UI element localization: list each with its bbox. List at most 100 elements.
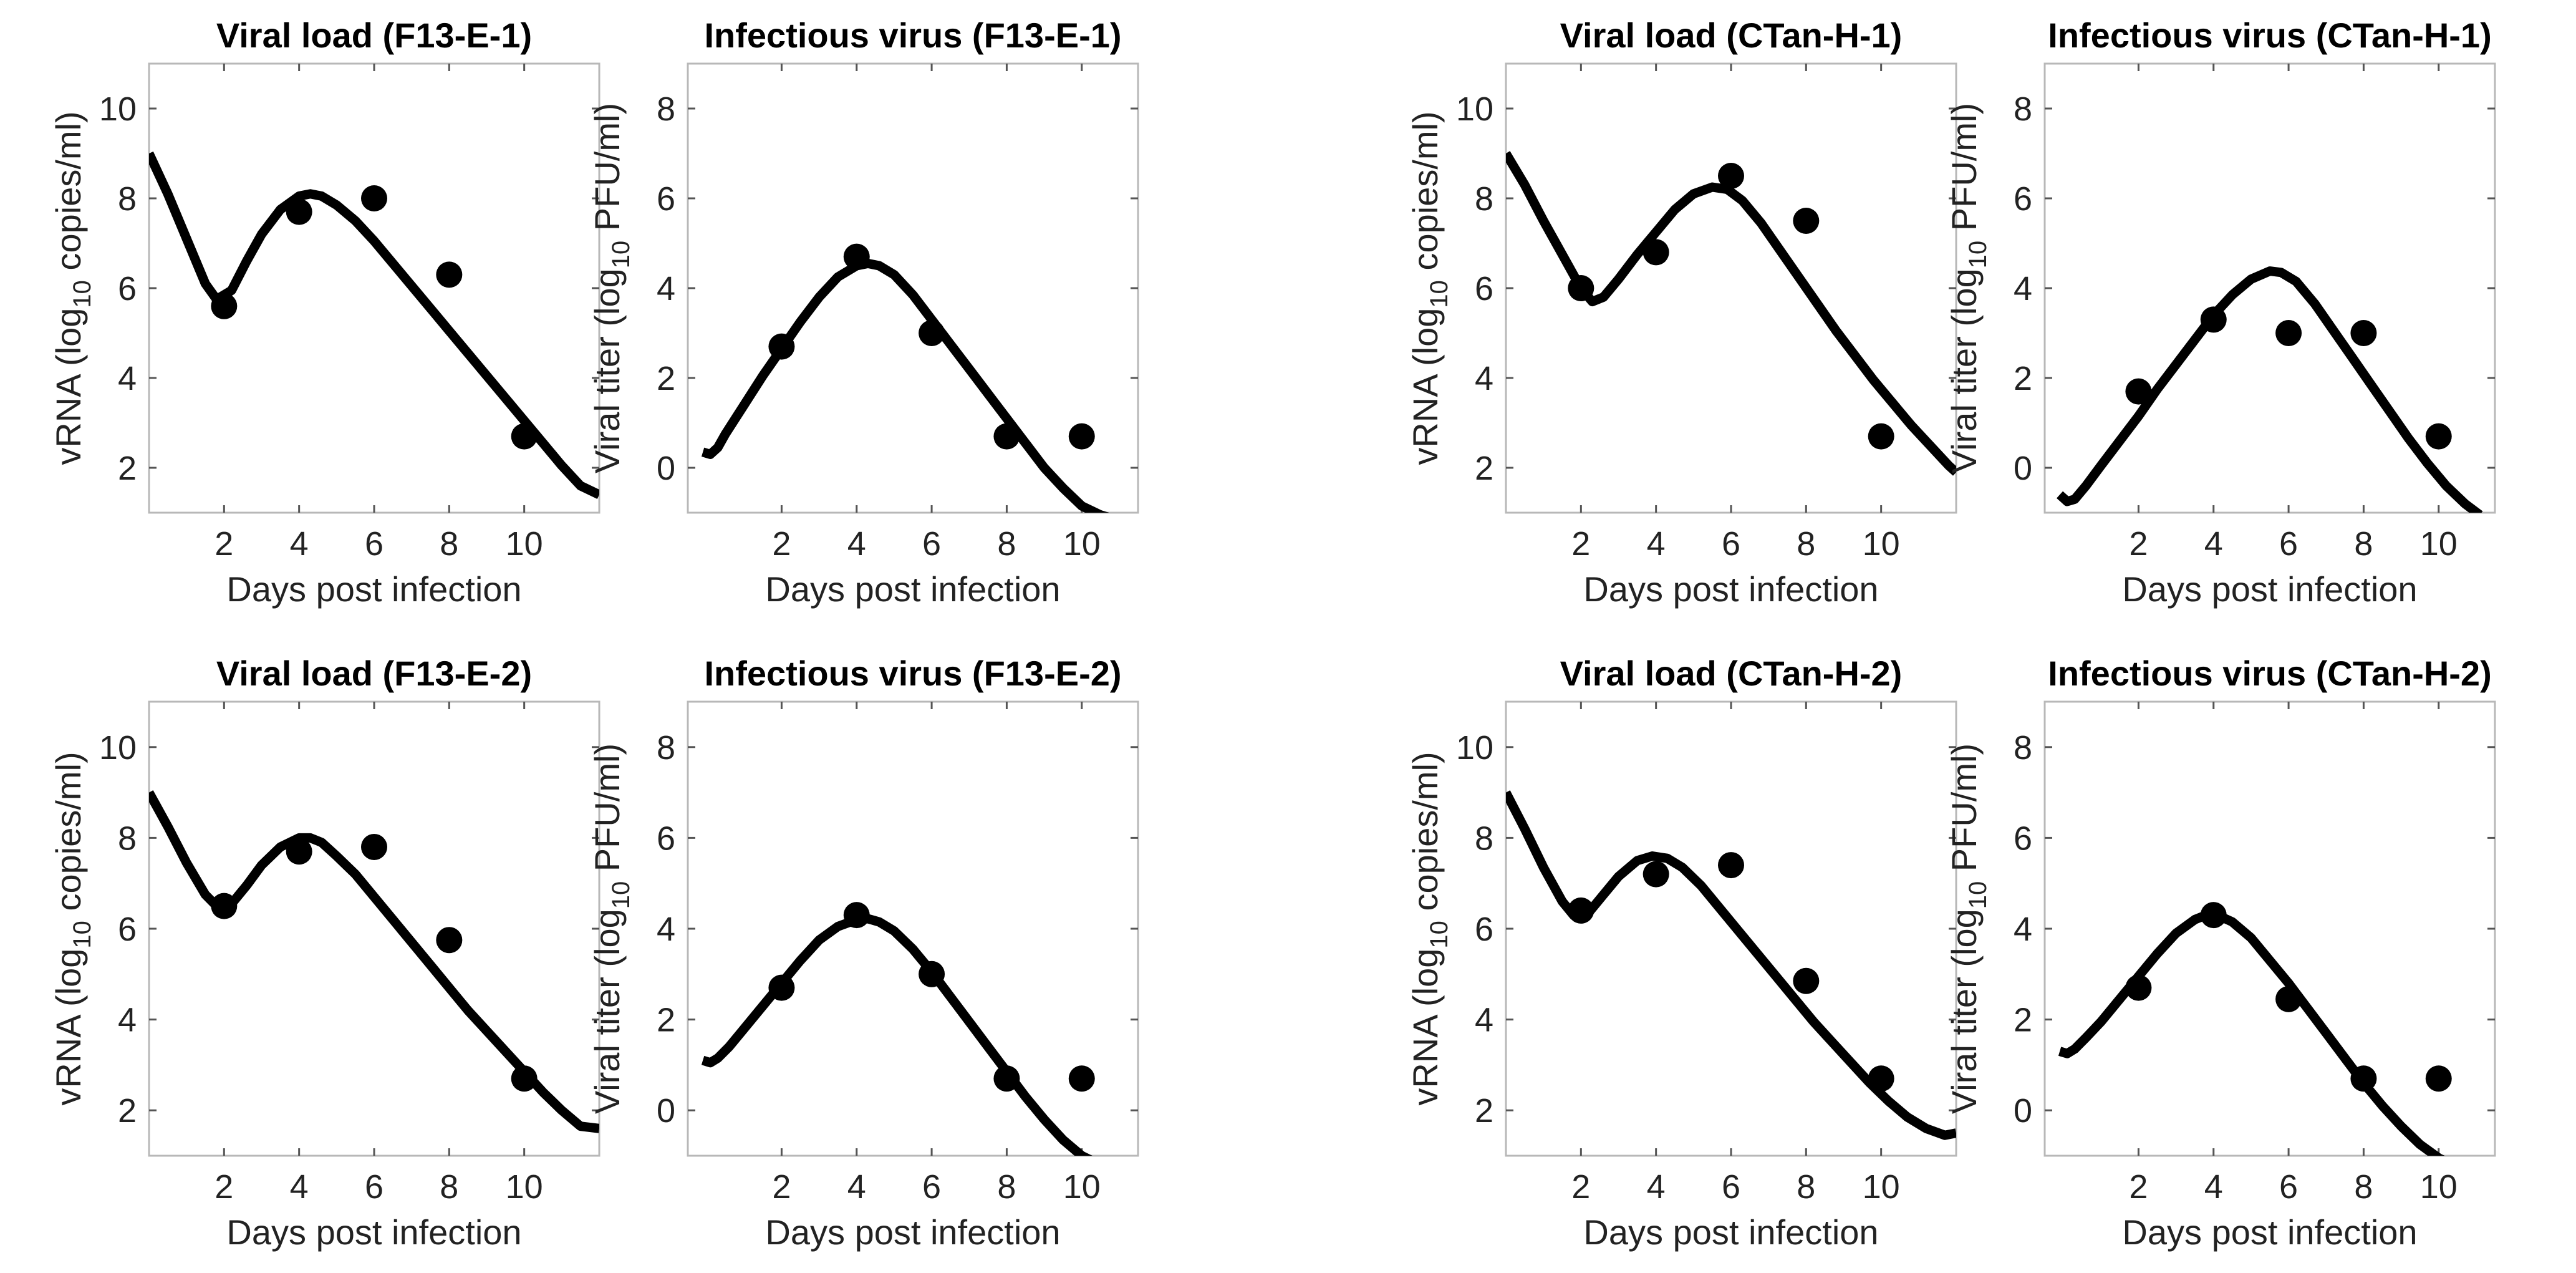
y-tick-label: 2 [118,1092,137,1130]
y-tick-label: 8 [1475,180,1493,218]
chart-title: Viral load (F13-E-1) [216,16,532,55]
y-tick-label: 8 [657,729,675,767]
x-tick-label: 2 [1571,1168,1590,1206]
y-tick-label: 6 [118,270,137,307]
x-tick-label: 4 [2204,525,2223,563]
x-tick-label: 2 [215,1168,233,1206]
x-tick-label: 4 [290,525,309,563]
axes-frame [2043,700,2496,1157]
x-tick-label: 2 [2129,525,2148,563]
panel-3: 2 4 6 8 10 2 4 6 8 10 Viral load (CTan-H-1) Days po… [1406,16,1957,609]
y-tick-label: 2 [2014,360,2032,397]
y-tick-label: 4 [1475,360,1493,397]
y-axis-label: vRNA (log10 copies/ml) [1406,111,1453,465]
x-tick-label: 8 [997,1168,1016,1206]
x-tick-label: 2 [772,525,791,563]
x-tick-label: 4 [290,1168,309,1206]
x-tick-label: 8 [2354,525,2373,563]
data-point [1718,163,1744,189]
data-point [843,243,870,270]
x-tick-label: 6 [1722,525,1740,563]
panel-1: 2 4 6 8 10 2 4 6 8 10 Viral load (F13-E-1) Days pos… [49,16,601,609]
x-tick-label: 6 [2279,525,2298,563]
y-tick-label: 0 [657,1092,675,1130]
data-point [1068,423,1095,450]
y-tick-label: 6 [118,911,137,948]
y-tick-label: 2 [657,360,675,397]
data-point [1793,967,1820,994]
model-fit-line [701,914,1093,1156]
data-point [1643,239,1669,266]
x-axis-label: Days post infection [1583,569,1878,609]
data-point [919,320,945,346]
panel-2: 2 4 6 8 10 0 2 4 6 8 Infectious virus (F13-E-1) Day… [587,16,1139,609]
y-tick-label: 6 [657,820,675,857]
x-tick-label: 6 [2279,1168,2298,1206]
y-tick-label: 0 [657,450,675,487]
x-tick-label: 10 [506,525,543,563]
y-tick-label: 10 [99,729,137,767]
y-tick-label: 2 [1475,1092,1493,1130]
y-tick-label: 4 [657,911,675,948]
model-fit-line [1506,151,1956,476]
y-axis-label: vRNA (log10 copies/ml) [49,111,96,465]
data-point [2275,985,2302,1012]
x-axis-label: Days post infection [2122,1212,2417,1252]
x-tick-label: 4 [1647,525,1666,563]
data-point [843,902,870,929]
x-tick-label: 4 [847,525,866,563]
x-tick-label: 10 [1063,525,1101,563]
data-point [1868,1065,1894,1092]
y-tick-label: 2 [657,1002,675,1039]
data-point [993,423,1020,450]
data-point [768,974,795,1001]
x-tick-label: 6 [365,1168,384,1206]
data-point [286,198,312,225]
data-point [2425,1065,2452,1092]
y-tick-label: 6 [1475,911,1493,948]
chart-title: Infectious virus (F13-E-1) [704,16,1121,55]
panel-5: 2 4 6 8 10 2 4 6 8 10 Viral load (F13-E-2) Days pos… [49,654,601,1252]
x-axis-label: Days post infection [1583,1212,1878,1252]
y-tick-label: 4 [2014,911,2032,948]
y-tick-label: 0 [2014,1092,2032,1130]
data-point [1868,423,1894,450]
chart-title: Infectious virus (CTan-H-2) [2048,654,2491,693]
y-tick-label: 10 [1456,90,1493,128]
x-tick-label: 4 [2204,1168,2223,1206]
panel-4: 2 4 6 8 10 0 2 4 6 8 Infectious virus (CTan-H-1) Da… [1944,16,2496,609]
x-tick-label: 2 [772,1168,791,1206]
data-point [2125,378,2152,405]
x-tick-label: 6 [922,1168,941,1206]
data-point [361,185,387,211]
model-fit-line [2058,910,2445,1156]
data-point [919,961,945,987]
y-tick-label: 10 [99,90,137,128]
x-axis-label: Days post infection [765,569,1060,609]
y-tick-label: 8 [1475,820,1493,857]
y-axis-label: vRNA (log10 copies/ml) [1406,752,1453,1105]
x-tick-label: 4 [1647,1168,1666,1206]
data-point [511,423,538,450]
data-point [2425,423,2452,450]
x-tick-label: 8 [440,1168,458,1206]
y-tick-label: 4 [657,270,675,307]
y-axis-label: vRNA (log10 copies/ml) [49,752,96,1105]
data-point [1568,897,1594,924]
x-axis-label: Days post infection [226,569,521,609]
y-tick-label: 10 [1456,729,1493,767]
y-tick-label: 8 [2014,729,2032,767]
panel-6: 2 4 6 8 10 0 2 4 6 8 Infectious virus (F13-E-2) Day… [587,654,1139,1252]
x-tick-label: 10 [1863,525,1900,563]
data-point [1793,208,1820,234]
axes-frame [687,700,1139,1157]
x-tick-label: 2 [1571,525,1590,563]
data-point [2125,974,2152,1001]
data-point [211,293,238,319]
x-tick-label: 2 [215,525,233,563]
data-point [1568,275,1594,301]
x-tick-label: 6 [1722,1168,1740,1206]
y-tick-label: 8 [118,820,137,857]
data-point [286,838,312,865]
y-tick-label: 6 [657,180,675,218]
